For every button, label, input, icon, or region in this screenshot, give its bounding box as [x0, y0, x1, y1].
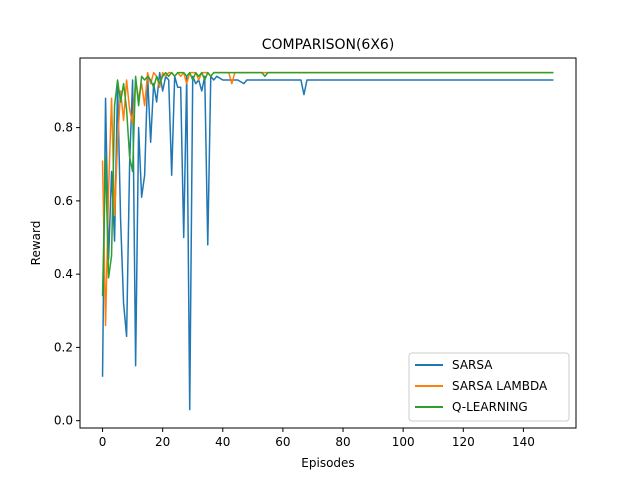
x-tick-label: 20 — [155, 435, 170, 449]
x-tick-label: 40 — [215, 435, 230, 449]
x-tick-label: 60 — [275, 435, 290, 449]
x-tick-label: 120 — [452, 435, 475, 449]
legend-box — [408, 352, 570, 422]
series-line-q-learning — [101, 71, 554, 297]
plot-lines — [101, 71, 554, 411]
y-axis: 0.0 0.2 0.4 0.6 0.8 — [54, 121, 80, 428]
x-tick-label: 0 — [99, 435, 107, 449]
y-axis-label: Reward — [29, 221, 43, 266]
chart-title: COMPARISON(6X6) — [262, 37, 395, 53]
plot-area-frame — [79, 57, 577, 429]
x-axis: 0 20 40 60 80 100 120 140 — [99, 428, 535, 449]
x-axis-label: Episodes — [301, 456, 354, 470]
legend: SARSA SARSA LAMBDA Q-LEARNING — [408, 352, 570, 422]
legend-label-q-learning: Q-LEARNING — [452, 400, 528, 414]
legend-label-sarsa-lambda: SARSA LAMBDA — [452, 379, 548, 393]
y-tick-label: 0.8 — [54, 121, 73, 135]
y-tick-label: 0.4 — [54, 267, 73, 281]
x-tick-label: 80 — [335, 435, 350, 449]
y-tick-label: 0.6 — [54, 194, 73, 208]
x-tick-label: 140 — [512, 435, 535, 449]
y-tick-label: 0.0 — [54, 414, 73, 428]
x-tick-label: 100 — [392, 435, 415, 449]
legend-label-sarsa: SARSA — [452, 358, 493, 372]
y-tick-label: 0.2 — [54, 340, 73, 354]
